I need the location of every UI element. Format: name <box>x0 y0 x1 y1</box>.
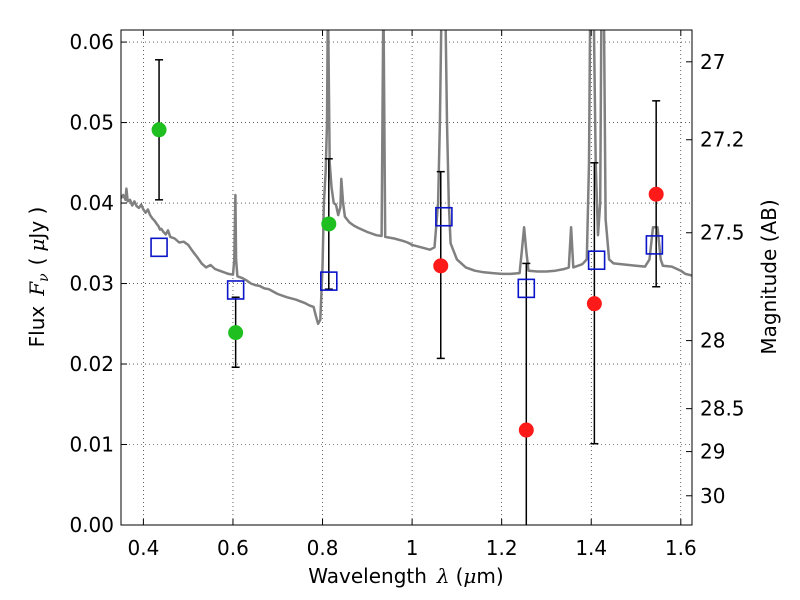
x-tick-label: 0.6 <box>217 536 249 560</box>
axis-ticks: 0.4 0.6 0.8 1 1.2 1.4 1.6 0.00 0.01 0.02 0.03 0.04 0… <box>69 30 745 560</box>
observed-point-upper-limit <box>648 186 664 202</box>
y-tick-label: 0.00 <box>69 513 114 537</box>
y-tick-label: 0.01 <box>69 433 114 457</box>
x-tick-label: 1.4 <box>575 536 607 560</box>
model-photometry-square <box>517 278 536 299</box>
x-tick-label: 1.2 <box>486 536 518 560</box>
x-tick-label: 0.8 <box>307 536 339 560</box>
spectrum-line <box>121 30 692 326</box>
y-tick-label: 0.02 <box>69 352 114 376</box>
model-photometry-square <box>435 206 453 227</box>
model-photometry-square <box>319 271 338 291</box>
y2-tick-label: 30 <box>700 484 725 508</box>
observed-points-layer <box>151 122 664 438</box>
y2-tick-label: 28.5 <box>700 397 745 421</box>
observed-point-upper-limit <box>586 296 602 312</box>
observed-point-detected <box>321 216 337 232</box>
model-photometry-square <box>645 235 664 255</box>
observed-point-detected <box>151 122 167 138</box>
x-tick-label: 1 <box>406 536 419 560</box>
model-photometry-layer <box>150 206 664 300</box>
plot-frame <box>120 29 693 526</box>
gridlines <box>121 30 692 526</box>
y-tick-label: 0.04 <box>69 191 114 215</box>
y-tick-label: 0.03 <box>69 272 114 296</box>
x-tick-label: 1.6 <box>665 536 697 560</box>
observed-point-upper-limit <box>433 258 449 274</box>
y2-tick-label: 28 <box>700 329 725 353</box>
y2-axis-label: Magnitude (AB) <box>757 199 781 354</box>
y2-tick-label: 27 <box>700 50 725 74</box>
y2-tick-label: 29 <box>700 440 725 464</box>
observed-point-detected <box>228 325 244 341</box>
model-photometry-square <box>226 280 245 300</box>
plot-background <box>121 30 692 525</box>
y-axis-label: FluxFν(μJy ) <box>25 207 52 348</box>
model-photometry-square <box>587 250 606 270</box>
y-tick-label: 0.05 <box>69 111 114 135</box>
model-photometry-square <box>150 237 168 258</box>
y2-tick-label: 27.5 <box>700 221 745 245</box>
x-tick-label: 0.4 <box>127 536 159 560</box>
observed-point-upper-limit <box>518 422 534 438</box>
y2-tick-label: 27.2 <box>700 128 745 152</box>
spectrum-layer <box>121 30 692 326</box>
y-tick-label: 0.06 <box>69 30 114 54</box>
x-axis-label: Wavelength λ (μm) <box>308 564 503 588</box>
